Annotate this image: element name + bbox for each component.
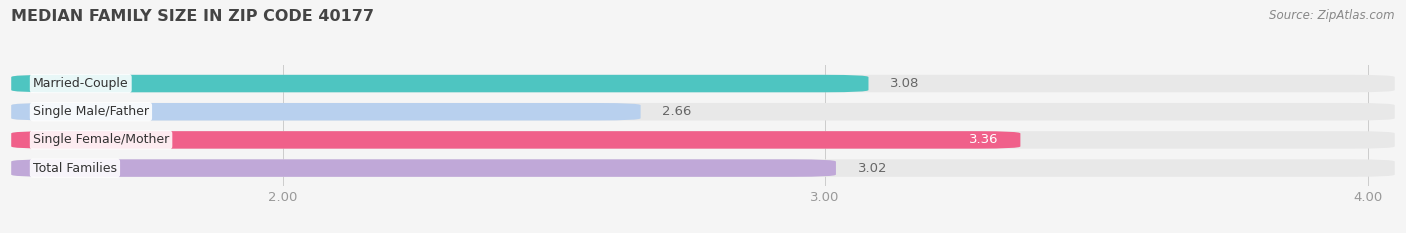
Text: Total Families: Total Families <box>32 161 117 175</box>
Text: Source: ZipAtlas.com: Source: ZipAtlas.com <box>1270 9 1395 22</box>
Text: 2.66: 2.66 <box>662 105 692 118</box>
FancyBboxPatch shape <box>11 103 1395 120</box>
Text: Single Male/Father: Single Male/Father <box>32 105 149 118</box>
Text: Single Female/Mother: Single Female/Mother <box>32 134 169 146</box>
FancyBboxPatch shape <box>11 75 1395 92</box>
Text: 3.02: 3.02 <box>858 161 887 175</box>
Text: MEDIAN FAMILY SIZE IN ZIP CODE 40177: MEDIAN FAMILY SIZE IN ZIP CODE 40177 <box>11 9 374 24</box>
FancyBboxPatch shape <box>11 131 1395 149</box>
Text: Married-Couple: Married-Couple <box>32 77 128 90</box>
FancyBboxPatch shape <box>11 103 641 120</box>
FancyBboxPatch shape <box>11 131 1021 149</box>
FancyBboxPatch shape <box>11 75 869 92</box>
FancyBboxPatch shape <box>11 159 1395 177</box>
Text: 3.36: 3.36 <box>969 134 998 146</box>
Text: 3.08: 3.08 <box>890 77 920 90</box>
FancyBboxPatch shape <box>11 159 837 177</box>
